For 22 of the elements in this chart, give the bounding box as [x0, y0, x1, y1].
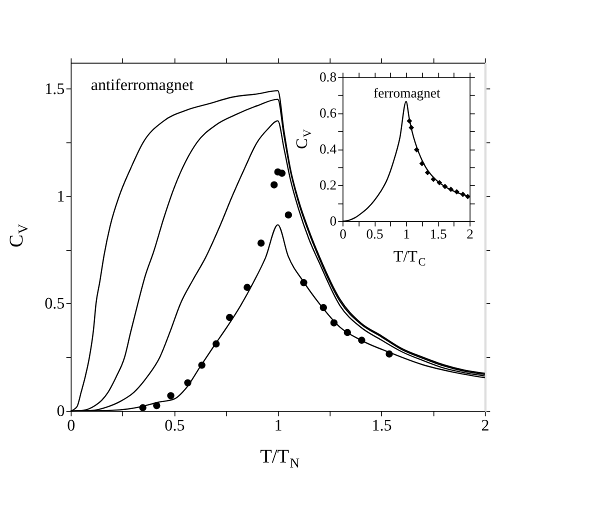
- y-tick-label: 1: [56, 188, 65, 206]
- x-tick-label: 0: [340, 226, 347, 242]
- x-tick-label: 0.5: [164, 418, 185, 435]
- x-tick-label: 2: [466, 226, 474, 242]
- x-tick-label: 1: [403, 226, 410, 242]
- y-tick-label: 0.5: [44, 296, 65, 313]
- annotation: ferromagnet: [374, 85, 440, 100]
- x-tick-label: 1.5: [372, 418, 392, 435]
- y-axis-title: CV: [294, 129, 314, 149]
- y-tick-label: 0.8: [319, 70, 337, 85]
- y-tick-label: 0: [56, 403, 65, 420]
- y-tick-label: 1.5: [44, 80, 65, 98]
- y-tick-label: 0.6: [319, 106, 337, 121]
- y-tick-label: 0: [330, 214, 337, 229]
- y-tick-label: 0.2: [319, 178, 337, 193]
- y-axis-title: CV: [6, 224, 31, 248]
- x-tick-label: 1.5: [430, 226, 447, 242]
- x-tick-label: 0.5: [366, 226, 384, 242]
- x-tick-label: 1: [274, 418, 282, 435]
- annotation: antiferromagnet: [90, 77, 194, 94]
- y-tick-label: 0.4: [319, 142, 337, 157]
- x-tick-label: 2: [481, 418, 490, 435]
